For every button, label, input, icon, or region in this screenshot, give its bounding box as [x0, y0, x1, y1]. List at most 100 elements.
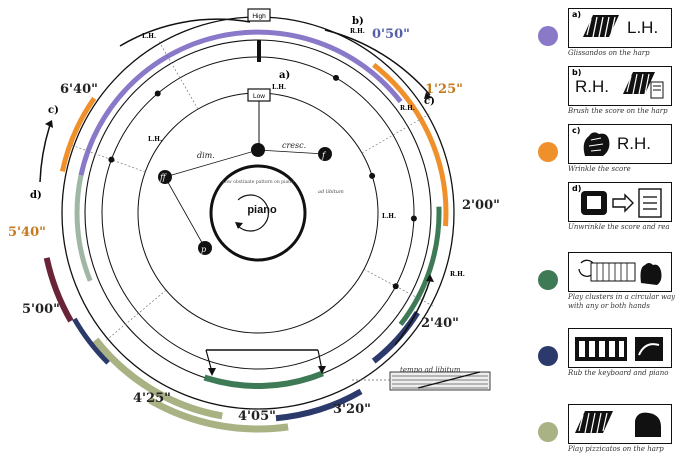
center-circular-arrow [237, 194, 270, 232]
bottom-bracket-heads [208, 366, 326, 376]
legend-icon-box [568, 328, 672, 368]
legend-tag: c) [572, 126, 581, 135]
legend-icon-box [568, 404, 672, 444]
section-a-letter: a) [279, 70, 290, 81]
legend-caption: Play pizzicatos on the harp [568, 445, 664, 453]
tempo-label: tempo ad libitum [400, 366, 461, 374]
legend-color-dot [538, 270, 558, 290]
wrinkle-hand-icon [583, 132, 610, 156]
colored-timeline-arcs [43, 29, 449, 433]
legend-caption: Play clusters in a circular way with any… [568, 293, 676, 310]
outer-arrow-lh [119, 18, 251, 47]
outer-arrow-left [39, 124, 51, 183]
node-top [251, 143, 265, 157]
node-left [158, 170, 172, 184]
lh-a-label: L.H. [272, 84, 286, 91]
legend-caption: Glissandos on the harp [568, 49, 650, 57]
arc-green-bottom [203, 370, 324, 389]
lower-node-line [164, 176, 206, 249]
dim-label: dim. [197, 151, 215, 160]
outer-arrow-rh [324, 29, 431, 96]
legend-caption: Unwrinkle the score and rea [568, 223, 670, 231]
unwrinkle-score-icon [581, 188, 662, 218]
legend-item-glissando: a) L.H. Glissandos on the harp [538, 8, 676, 66]
harp-glissando-icon [583, 15, 619, 38]
legend-item-rub: Rub the keyboard and piano [538, 328, 676, 386]
arc-orange-right [372, 62, 449, 227]
ring-dot-5 [108, 156, 115, 163]
tempo-staff-lines [392, 371, 488, 389]
arc-lavender [78, 29, 403, 176]
high-marker-box [247, 8, 271, 22]
rh-top-label: R.H. [350, 28, 365, 35]
rh-right-label: R.H. [450, 271, 465, 278]
section-c-left-letter: c) [48, 105, 59, 116]
arc-navy-bottom [275, 388, 363, 422]
dim-line [164, 149, 259, 178]
guide-line-sw [104, 289, 167, 342]
low-marker-label: Low [253, 93, 265, 100]
section-b-letter: b) [352, 16, 364, 27]
legend-hand-text: R.H. [575, 77, 609, 96]
time-0425: 4'25" [133, 391, 171, 406]
center-arrow-head [235, 222, 243, 229]
time-0240: 2'40" [421, 316, 459, 331]
legend-hand-text: R.H. [617, 134, 651, 153]
cresc-label: cresc. [282, 141, 306, 150]
guide-lines [69, 39, 435, 342]
outer-arrow-left-head [45, 120, 53, 128]
node-bottom-dynamic: p [201, 245, 206, 254]
arc-green-right [398, 206, 442, 326]
section-d-letter: d) [30, 190, 42, 201]
node-right [318, 147, 332, 161]
center-ring [209, 164, 307, 262]
legend-icon-box: c) R.H. [568, 124, 672, 164]
ring-dot-3 [410, 215, 417, 222]
legend-color-dot [538, 422, 558, 442]
time-0500: 5'00" [22, 302, 60, 317]
legend-tag: b) [572, 68, 582, 77]
legend-icon-box: d) [568, 182, 672, 222]
arc-sage-left [92, 337, 223, 420]
legend-item-cluster: Play clusters in a circular way with any… [538, 252, 676, 310]
outer-arrow-bottom-right-head [426, 274, 434, 282]
time-0640: 6'40" [60, 82, 98, 97]
legend-item-brush: b) R.H. Brush the score on the harp [538, 66, 676, 124]
legend-item-pizzicato: Play pizzicatos on the harp [538, 404, 676, 462]
section-c-right-letter: c) [424, 96, 435, 107]
rub-keyboard-icon [575, 337, 663, 361]
legend-tag: d) [572, 184, 582, 193]
harp-pizzicato-icon [575, 411, 661, 437]
arc-navy-left [72, 317, 110, 365]
cresc-line [257, 149, 326, 155]
legend-hand-text: L.H. [627, 18, 659, 37]
rh-c-label: R.H. [400, 105, 415, 112]
center-tiny-text: Low obstinate pattern on piano [222, 179, 294, 185]
time-0125: 1'25" [425, 82, 463, 97]
arc-orange-left [59, 96, 97, 172]
legend-icon-box: a) L.H. [568, 8, 672, 48]
legend-color-dot [538, 142, 558, 162]
time-0200: 2'00" [462, 198, 500, 213]
arc-maroon [43, 257, 74, 323]
arc-navy-right [371, 310, 420, 364]
guide-line-e [361, 112, 432, 154]
legend-icon-box [568, 252, 672, 292]
legend-caption: Rub the keyboard and piano [568, 369, 669, 377]
node-bottom [198, 241, 212, 255]
circular-cluster-icon [578, 259, 662, 285]
lh-inner-label: L.H. [148, 136, 162, 143]
brush-harp-icon [623, 72, 664, 99]
outer-arrow-rh-head [424, 92, 432, 99]
ring-dot-2 [369, 172, 376, 179]
legend-icon-box: b) R.H. [568, 66, 672, 106]
node-left-dynamic: ff [159, 173, 167, 182]
node-right-dynamic: f [321, 151, 327, 160]
guide-line-ne [157, 39, 199, 110]
time-0050: 0'50" [372, 27, 410, 42]
legend-caption: Wrinkle the score [568, 165, 631, 173]
guide-line-w [69, 144, 146, 173]
guide-line-se [363, 269, 435, 308]
legend-caption: Brush the score on the harp [568, 107, 668, 115]
ad-libitum-label: ad libitum [318, 189, 344, 195]
